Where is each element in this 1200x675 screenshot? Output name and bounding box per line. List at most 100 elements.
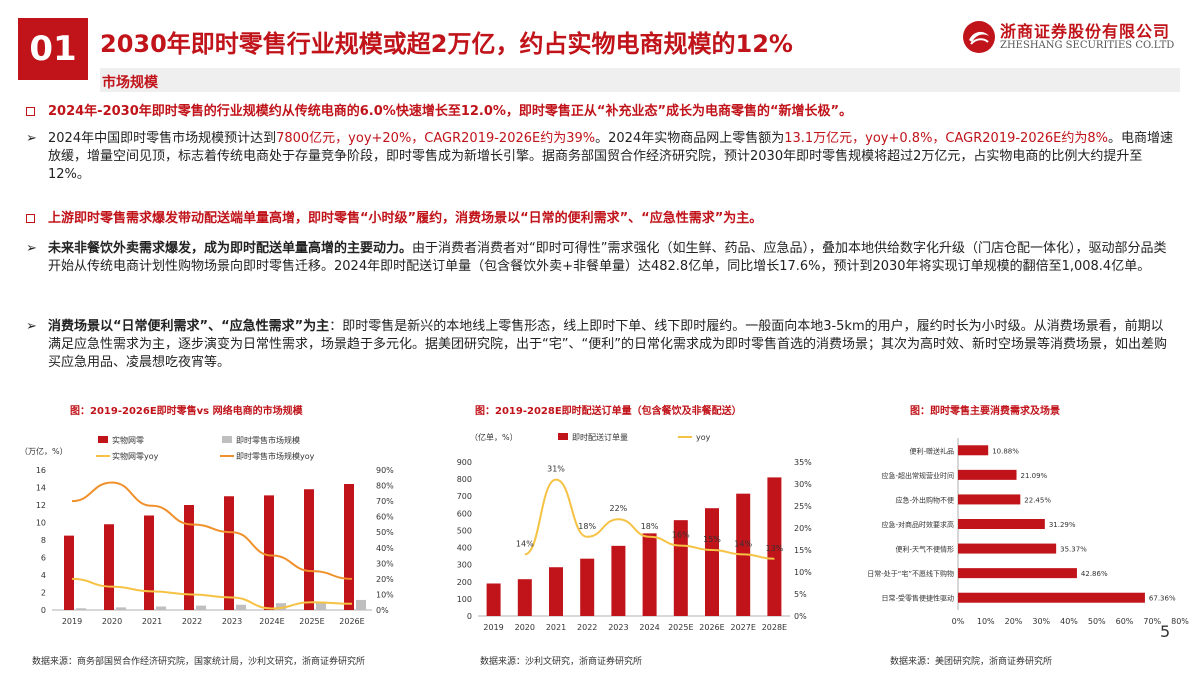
chart1-bar-instant-retail (76, 608, 86, 610)
bullet-3-run-0: 未来非餐饮外卖需求爆发，成为即时配送单量高增的主要动力。 (48, 241, 413, 256)
chart1-bar-physical-online (224, 496, 234, 610)
chart1-xtick: 2023 (222, 617, 242, 626)
chart1-legend-0: 实物网零 (112, 435, 144, 445)
chart1-title: 图：2019-2026E即时零售vs 网络电商的市场规模 (70, 406, 303, 417)
chart3-value-label: 10.88% (992, 447, 1019, 455)
chart1-legend-swatch-0 (98, 436, 108, 443)
chart3-bar (958, 494, 1021, 505)
chart2-ytick: 400 (457, 544, 472, 553)
chart1-market-size: （万亿，%） 0 2 4 6 8 10 12 14 16 0% 10% 20% 30% 40% 50% 60% 7… (20, 435, 394, 626)
chart2-xtick: 2026E (699, 623, 724, 632)
chart1-ytick: 4 (41, 571, 46, 580)
square-bullet-icon (26, 107, 35, 116)
chart2-bar-orders (611, 545, 626, 616)
chart3-value-label: 21.09% (1021, 472, 1048, 480)
chart2-bar-orders (486, 583, 501, 616)
chart1-legend-1: 即时零售市场规模 (236, 435, 300, 445)
chart1-y2tick: 50% (376, 528, 394, 537)
chart3-xtick: 50% (1088, 617, 1106, 626)
chart2-y2tick: 25% (794, 502, 812, 511)
chart1-xtick: 2026E (339, 617, 364, 626)
chart3-xtick: 80% (1171, 617, 1189, 626)
chart2-legend-0: 即时配送订单量 (572, 432, 628, 442)
bullet-1-run-4: 。电商增速放缓，增量空间见顶，标志着传统电商处于存量竞争阶段，即时零售成为新增长… (48, 131, 1173, 182)
chart2-bar-orders (549, 567, 563, 616)
chart1-bar-physical-online (104, 524, 114, 610)
chart2-line-yoy (524, 478, 775, 560)
chart1-ytick: 16 (36, 466, 46, 475)
chart2-legend-1: yoy (696, 433, 711, 442)
chart1-bar-physical-online (304, 489, 314, 610)
bullet-1-run-0: 2024年中国即时零售市场规模预计达到 (48, 131, 277, 146)
logo-mark-icon (963, 21, 995, 53)
chart2-bar-orders (642, 533, 657, 616)
chart1-bar-physical-online (144, 515, 154, 610)
chart1-y2tick: 40% (376, 544, 394, 553)
chart1-y2tick: 70% (376, 497, 394, 506)
chart3-xtick: 20% (1005, 617, 1023, 626)
chart1-xtick: 2025E (299, 617, 324, 626)
chart1-ytick: 12 (36, 501, 46, 510)
chart1-xtick: 2020 (102, 617, 122, 626)
chart1-ytick: 10 (36, 519, 46, 528)
chart2-data-label: 31% (547, 465, 565, 474)
chart1-bar-instant-retail (276, 603, 286, 610)
chart3-bar (958, 568, 1077, 579)
logo-company-name: 浙商证券股份有限公司 (1000, 22, 1171, 41)
chart2-ytick: 900 (457, 458, 472, 467)
chart1-bar-physical-online (64, 535, 74, 610)
chart1-xtick: 2021 (142, 617, 162, 626)
chart1-xtick: 2022 (182, 617, 202, 626)
bullet-1-run-3: 13.1万亿元，yoy+0.8%，CAGR2019-2026E约为8% (784, 131, 1108, 146)
chart3-category-label: 日常-处于“宅”不愿线下购物 (867, 569, 954, 578)
chart2-title: 图：2019-2028E即时配送订单量（包含餐饮及非餐配送） (475, 406, 742, 417)
chart2-ytick: 200 (457, 578, 472, 587)
chart2-legend-swatch-0 (558, 433, 568, 440)
chart3-xtick: 10% (977, 617, 995, 626)
bullet-2-run-0: 上游即时零售需求爆发带动配送端单量高增，即时零售“小时级”履约，消费场景以“日常… (48, 211, 763, 226)
chart1-y2tick: 30% (376, 559, 394, 568)
chart2-ytick: 600 (457, 509, 472, 518)
logo-company-english: ZHESHANG SECURITIES CO.LTD (1000, 40, 1175, 51)
chart2-xtick: 2028E (762, 623, 787, 632)
chart3-consumption-scenarios: 便利-赠送礼品 10.88% 应急-超出常规营业时间 21.09% 应急-外出购物不便 2… (867, 438, 1189, 626)
chart1-bar-physical-online (184, 505, 194, 610)
chart3-xtick: 0% (952, 617, 965, 626)
chart1-line-physical-yoy (71, 577, 353, 610)
chart1-y2tick: 20% (376, 575, 394, 584)
chart1-bar-physical-online (344, 484, 354, 610)
chart1-bar-instant-retail (236, 604, 246, 610)
chart1-y2tick: 80% (376, 482, 394, 491)
chart3-bar (958, 469, 1017, 480)
bullet-0: 2024年-2030年即时零售的行业规模约从传统电商的6.0%快速增长至12.0… (26, 103, 1176, 121)
bullet-2: 上游即时零售需求爆发带动配送端单量高增，即时零售“小时级”履约，消费场景以“日常… (26, 210, 1176, 228)
bullet-3-run-1: 由于消费者消费者对“即时可得性”需求强化（如生鲜、药品、应急品），叠加本地供给数… (48, 241, 1167, 274)
chart1-xtick: 2019 (62, 617, 82, 626)
chart3-bar (958, 519, 1045, 529)
chart2-ytick: 800 (457, 475, 472, 484)
chart1-bar-instant-retail (196, 605, 206, 610)
chart3-category-label: 便利-赠送礼品 (909, 446, 954, 455)
chart3-category-label: 日常-受零售便捷性驱动 (881, 594, 954, 603)
chart1-ytick: 0 (41, 606, 46, 615)
chart1-ytick: 2 (41, 589, 46, 598)
chart2-ytick: 100 (457, 595, 472, 604)
chart2-y2tick: 10% (794, 568, 812, 577)
chart1-legend-swatch-1 (222, 436, 232, 443)
chart2-bar-orders (517, 579, 532, 616)
bullet-4-run-1: ：即时零售是新兴的本地线上零售形态，线上即时下单、线下即时履约。一般面向本地3-… (48, 319, 1167, 370)
chart1-xtick: 2024E (259, 617, 284, 626)
company-logo: 浙商证券股份有限公司 ZHESHANG SECURITIES CO.LTD (960, 16, 1190, 60)
arrow-bullet-icon: ➢ (26, 131, 37, 146)
chart2-xtick: 2027E (730, 623, 755, 632)
chart1-y2tick: 60% (376, 513, 394, 522)
chart2-data-label: 13% (766, 544, 784, 553)
chart1-bar-instant-retail (116, 607, 126, 610)
chart3-title: 图：即时零售主要消费需求及场景 (910, 406, 1060, 417)
section-subtitle: 市场规模 (100, 68, 1180, 92)
chart3-bar (958, 445, 989, 456)
chart2-ytick: 500 (457, 526, 472, 535)
chart2-data-label: 14% (516, 539, 534, 548)
page-title: 2030年即时零售行业规模或超2万亿，约占实物电商规模的12% (100, 30, 793, 58)
chart2-xtick: 2023 (608, 623, 628, 632)
